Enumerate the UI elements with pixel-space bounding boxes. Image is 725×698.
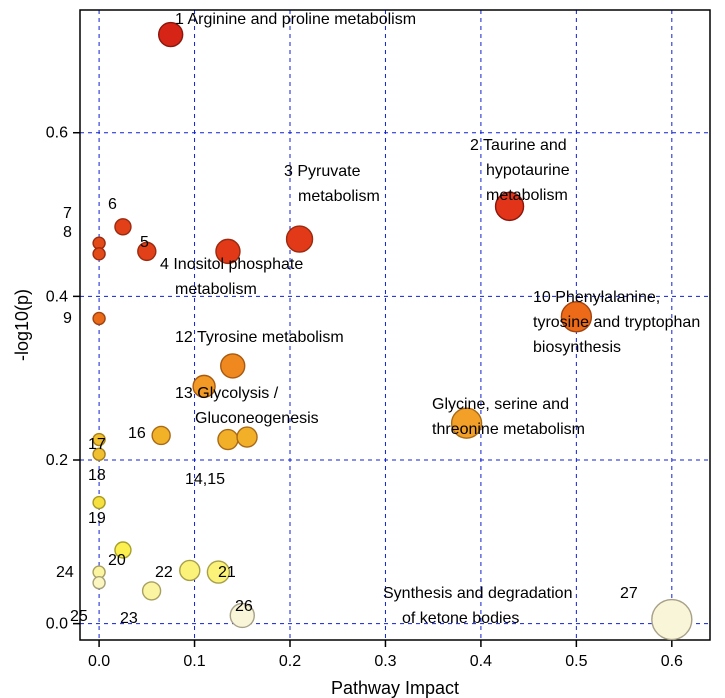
ann-a20: 20 bbox=[108, 552, 126, 569]
ann-a16: 16 bbox=[128, 425, 146, 442]
ann-a17: 17 bbox=[88, 436, 106, 453]
ann-a8: 8 bbox=[63, 224, 72, 241]
point-p22 bbox=[180, 560, 200, 580]
x-axis-label: Pathway Impact bbox=[331, 678, 459, 698]
y-tick-label: 0.4 bbox=[46, 288, 68, 305]
x-tick-label: 0.3 bbox=[374, 653, 396, 670]
ann-a19: 19 bbox=[88, 510, 106, 527]
ann-a14: 14,15 bbox=[185, 471, 225, 488]
pathway-impact-chart: 0.0 0.1 0.2 0.3 0.4 0.5 0.6 0.0 0.2 0.4 0.6 Pathway… bbox=[0, 0, 725, 698]
ann-a12: 12 Tyrosine metabolism bbox=[175, 329, 344, 346]
ann-a27b: of ketone bodies bbox=[402, 610, 519, 627]
x-tick-label: 0.6 bbox=[661, 653, 683, 670]
ann-a11b: threonine metabolism bbox=[432, 421, 585, 438]
point-p25 bbox=[93, 577, 105, 589]
point-p23 bbox=[143, 582, 161, 600]
ann-a13a: 13 Glycolysis / bbox=[175, 385, 279, 402]
ann-a3b: metabolism bbox=[298, 188, 380, 205]
point-p3 bbox=[287, 226, 313, 252]
ann-a3a: 3 Pyruvate bbox=[284, 163, 361, 180]
point-p9 bbox=[93, 312, 105, 324]
y-tick-label: 0.0 bbox=[46, 616, 68, 633]
x-tick-label: 0.5 bbox=[565, 653, 587, 670]
ann-a4b: metabolism bbox=[175, 281, 257, 298]
x-tick-label: 0.1 bbox=[183, 653, 205, 670]
point-p12 bbox=[221, 354, 245, 378]
ann-a22: 22 bbox=[155, 564, 173, 581]
ann-a10c: biosynthesis bbox=[533, 339, 621, 356]
point-p15 bbox=[237, 427, 257, 447]
ann-a2c: metabolism bbox=[486, 187, 568, 204]
ann-a27a: Synthesis and degradation bbox=[383, 585, 572, 602]
point-p6 bbox=[115, 219, 131, 235]
point-p27 bbox=[652, 600, 692, 640]
point-p19 bbox=[93, 497, 105, 509]
point-p8 bbox=[93, 248, 105, 260]
ann-a18: 18 bbox=[88, 467, 106, 484]
x-tick-label: 0.2 bbox=[279, 653, 301, 670]
ann-a7: 7 bbox=[63, 205, 72, 222]
y-tick-label: 0.6 bbox=[46, 125, 68, 142]
ann-a10b: tyrosine and tryptophan bbox=[533, 314, 700, 331]
ann-a27n: 27 bbox=[620, 585, 638, 602]
ann-a25: 25 bbox=[70, 608, 88, 625]
ann-a5: 5 bbox=[140, 234, 149, 251]
ann-a24: 24 bbox=[56, 564, 74, 581]
point-p16 bbox=[152, 426, 170, 444]
ann-a9: 9 bbox=[63, 310, 72, 327]
x-tick-label: 0.0 bbox=[88, 653, 110, 670]
point-p14 bbox=[218, 430, 238, 450]
x-tick-label: 0.4 bbox=[470, 653, 492, 670]
ann-a2a: 2 Taurine and bbox=[470, 137, 567, 154]
ann-a6: 6 bbox=[108, 196, 117, 213]
ann-a26: 26 bbox=[235, 598, 253, 615]
ann-a4a: 4 Inositol phosphate bbox=[160, 256, 303, 273]
y-axis-label: -log10(p) bbox=[12, 289, 32, 361]
ann-a10a: 10 Phenylalanine, bbox=[533, 289, 660, 306]
chart-svg: 0.0 0.1 0.2 0.3 0.4 0.5 0.6 0.0 0.2 0.4 0.6 Pathway… bbox=[0, 0, 725, 698]
ann-a1: 1 Arginine and proline metabolism bbox=[175, 11, 416, 28]
ann-a13b: Gluconeogenesis bbox=[195, 410, 319, 427]
ann-a21: 21 bbox=[218, 564, 236, 581]
y-tick-label: 0.2 bbox=[46, 452, 68, 469]
ann-a23: 23 bbox=[120, 610, 138, 627]
ann-a2b: hypotaurine bbox=[486, 162, 570, 179]
ann-a11a: Glycine, serine and bbox=[432, 396, 569, 413]
